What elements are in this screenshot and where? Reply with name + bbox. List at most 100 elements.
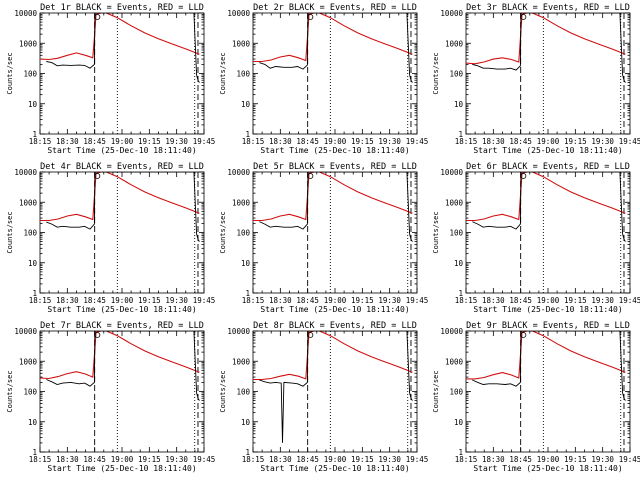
x-tick-label: 19:15 (351, 296, 374, 305)
x-axis-label: Start Time (25-Dec-10 18:11:40) (473, 305, 622, 314)
x-tick-label: 19:45 (193, 455, 216, 464)
saturation-marker (520, 14, 527, 20)
x-tick-label: 19:15 (351, 455, 374, 464)
x-tick-label: 18:30 (482, 296, 505, 305)
x-tick-label: 18:30 (269, 296, 292, 305)
x-tick-label: 19:45 (406, 137, 429, 146)
lld-series-line (40, 13, 200, 61)
y-tick-label: 1 (32, 448, 37, 457)
x-tick-label: 18:30 (56, 137, 79, 146)
x-tick-label: 19:30 (378, 296, 401, 305)
x-tick-label: 19:00 (324, 296, 347, 305)
x-tick-label: 19:45 (193, 137, 216, 146)
y-tick-label: 10000 (14, 9, 37, 18)
x-axis-label: Start Time (25-Dec-10 18:11:40) (260, 305, 409, 314)
plot-title: Det 7r BLACK = Events, RED = LLD (40, 321, 204, 331)
detector-panel: Det 2r BLACK = Events, RED = LLD 1 10 100 10… (219, 3, 428, 155)
y-tick-label: 1 (245, 289, 250, 298)
x-tick-label: 18:30 (482, 137, 505, 146)
y-tick-label: 100 (23, 388, 37, 397)
x-axis-label: Start Time (25-Dec-10 18:11:40) (260, 146, 409, 155)
y-tick-label: 1000 (445, 357, 464, 366)
x-axis-label: Start Time (25-Dec-10 18:11:40) (47, 146, 196, 155)
x-tick-label: 19:30 (378, 137, 401, 146)
saturation-marker (307, 173, 314, 179)
x-tick-label: 19:15 (564, 296, 587, 305)
plot-frame (465, 171, 631, 294)
y-tick-label: 1 (458, 289, 463, 298)
y-axis-label: Counts/sec (219, 370, 227, 412)
saturation-marker (94, 14, 101, 20)
x-tick-label: 18:15 (242, 137, 265, 146)
x-tick-label: 18:30 (56, 455, 79, 464)
events-series-line (472, 172, 626, 242)
x-tick-label: 18:45 (509, 296, 532, 305)
x-tick-label: 19:45 (406, 455, 429, 464)
y-tick-label: 10 (241, 259, 251, 268)
x-tick-label: 18:15 (455, 137, 478, 146)
plot-title: Det 4r BLACK = Events, RED = LLD (40, 162, 204, 172)
x-tick-label: 19:30 (591, 137, 614, 146)
x-axis-label: Start Time (25-Dec-10 18:11:40) (473, 146, 622, 155)
plot-frame (39, 171, 205, 294)
x-tick-label: 19:30 (591, 455, 614, 464)
events-series-line (259, 172, 413, 242)
y-tick-label: 1000 (19, 198, 38, 207)
detector-panel: Det 6r BLACK = Events, RED = LLD 1 10 100 10… (432, 162, 640, 314)
saturation-marker (520, 332, 527, 338)
detector-panel: Det 4r BLACK = Events, RED = LLD 1 10 100 10… (6, 162, 215, 314)
x-tick-label: 19:15 (564, 137, 587, 146)
lld-series-line (253, 331, 413, 381)
lld-series-line (466, 331, 626, 380)
events-series-line (46, 13, 200, 83)
detector-panel: Det 7r BLACK = Events, RED = LLD 1 10 100 10… (6, 321, 215, 473)
y-axis-label: Counts/sec (432, 370, 440, 412)
x-tick-label: 19:45 (619, 296, 640, 305)
y-tick-label: 10000 (440, 168, 463, 177)
x-tick-label: 19:30 (165, 137, 188, 146)
events-series-line (46, 172, 200, 242)
y-axis-label: Counts/sec (6, 52, 14, 94)
y-tick-label: 10000 (227, 9, 250, 18)
y-tick-label: 1000 (19, 39, 38, 48)
y-tick-label: 1000 (445, 39, 464, 48)
saturation-marker (520, 173, 527, 179)
detector-panel: Det 9r BLACK = Events, RED = LLD 1 10 100 10… (432, 321, 640, 473)
y-tick-label: 100 (236, 70, 250, 79)
x-tick-label: 19:15 (351, 137, 374, 146)
lld-series-line (40, 172, 200, 222)
plot-frame (252, 12, 418, 135)
y-tick-label: 10000 (14, 327, 37, 336)
y-axis-label: Counts/sec (219, 52, 227, 94)
x-tick-label: 19:00 (324, 455, 347, 464)
y-tick-label: 1 (458, 448, 463, 457)
y-tick-label: 1 (32, 130, 37, 139)
x-tick-label: 19:00 (324, 137, 347, 146)
y-axis-label: Counts/sec (432, 211, 440, 253)
y-tick-label: 100 (449, 388, 463, 397)
y-tick-label: 10 (28, 259, 38, 268)
plot-frame (39, 12, 205, 135)
x-tick-label: 19:00 (111, 455, 134, 464)
x-tick-label: 18:15 (29, 455, 52, 464)
x-tick-label: 19:15 (138, 455, 161, 464)
x-axis-label: Start Time (25-Dec-10 18:11:40) (47, 305, 196, 314)
plot-title: Det 5r BLACK = Events, RED = LLD (253, 162, 417, 172)
saturation-marker (94, 173, 101, 179)
lld-series-line (253, 13, 413, 63)
y-tick-label: 100 (449, 70, 463, 79)
x-tick-label: 18:15 (455, 296, 478, 305)
x-tick-label: 19:30 (591, 296, 614, 305)
x-axis-label: Start Time (25-Dec-10 18:11:40) (47, 464, 196, 473)
y-axis-label: Counts/sec (432, 52, 440, 94)
y-axis-label: Counts/sec (6, 211, 14, 253)
y-axis-label: Counts/sec (6, 370, 14, 412)
x-tick-label: 18:15 (242, 455, 265, 464)
detector-panel: Det 3r BLACK = Events, RED = LLD 1 10 100 10… (432, 3, 640, 155)
x-tick-label: 18:45 (296, 296, 319, 305)
detector-panel: Det 8r BLACK = Events, RED = LLD 1 10 100 10… (219, 321, 428, 473)
x-tick-label: 19:45 (619, 455, 640, 464)
x-tick-label: 18:30 (56, 296, 79, 305)
y-tick-label: 10000 (440, 9, 463, 18)
